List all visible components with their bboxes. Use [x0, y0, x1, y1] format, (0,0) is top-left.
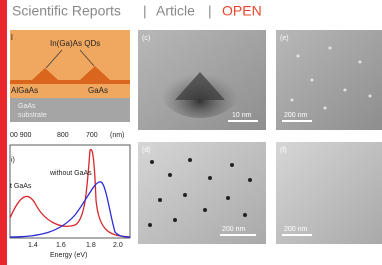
panel-label: l: [11, 33, 13, 42]
x-tick-label: 1.6: [56, 242, 66, 249]
separator: |: [143, 3, 147, 19]
page: Scientific Reports | Article | OPEN l In…: [0, 0, 382, 265]
wavelength-tick: 700: [86, 132, 98, 139]
layer-label: GaAs: [88, 86, 108, 95]
x-axis-label: Energy (eV): [50, 252, 87, 259]
scale-bar-label: 200 nm: [284, 112, 308, 119]
curve-blue: [10, 182, 130, 237]
scale-bar-label: 200 nm: [222, 226, 246, 233]
schematic: l In(Ga)As QDs AlGaAs GaAs GaAs substrat…: [10, 30, 130, 139]
qd-label: In(Ga)As QDs: [50, 39, 100, 48]
x-tick-label: 1.8: [86, 242, 96, 249]
panel-label: (d): [142, 147, 151, 154]
x-tick-label: 1.4: [28, 242, 38, 249]
spectrum: i) without GaAs t GaAs 1.4 1.6 1.8 2.0 E…: [10, 145, 130, 259]
substrate-label: GaAs: [18, 103, 36, 110]
x-tick-label: 2.0: [113, 242, 123, 249]
substrate-label: substrate: [18, 112, 47, 119]
wavelength-tick: 00 900: [10, 132, 32, 139]
scale-bar-label: 200 nm: [284, 226, 308, 233]
article-type: Article: [156, 3, 195, 19]
sem-panel: [138, 142, 266, 244]
wavelength-tick: (nm): [110, 132, 124, 139]
panel-label: (c): [142, 35, 150, 42]
separator: |: [208, 3, 212, 19]
journal: Scientific Reports: [12, 3, 121, 19]
barrier-label: AlGaAs: [11, 86, 38, 95]
curve-red: [10, 150, 130, 237]
panel-label: i): [11, 157, 15, 164]
wavelength-tick: 800: [57, 132, 69, 139]
panel-label: (e): [280, 35, 289, 42]
header: Scientific Reports | Article | OPEN: [12, 3, 262, 19]
open-access: OPEN: [222, 3, 262, 19]
panel-label: (f): [280, 147, 287, 154]
micrographs: (c) 10 nm (e) 200 nm (d) 200 nm (f) 200 …: [138, 30, 382, 244]
curve-label: t GaAs: [10, 183, 32, 190]
side-bar: [0, 0, 7, 265]
scale-bar-label: 10 nm: [232, 112, 252, 119]
curve-label: without GaAs: [49, 170, 92, 177]
